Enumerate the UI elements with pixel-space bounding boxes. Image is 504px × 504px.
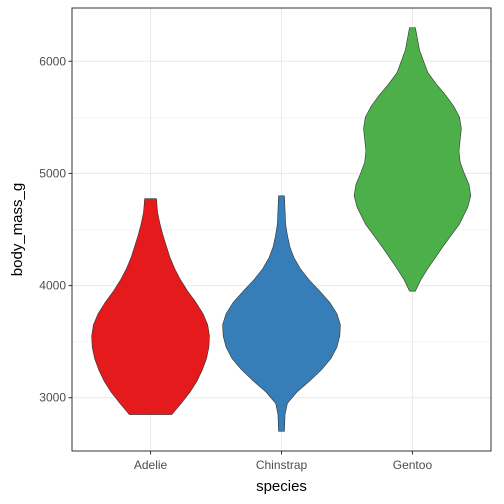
x-tick-label: Chinstrap (256, 458, 308, 472)
y-tick-label: 3000 (39, 391, 66, 405)
violin-adelie (91, 198, 210, 415)
violin-chinstrap (222, 195, 341, 432)
x-axis: Adelie Chinstrap Gentoo (134, 451, 433, 472)
y-axis-title: body_mass_g (9, 183, 26, 276)
violins (91, 27, 472, 432)
y-tick-label: 4000 (39, 279, 66, 293)
y-tick-label: 5000 (39, 166, 66, 180)
x-axis-title: species (256, 478, 307, 495)
violin-gentoo (353, 27, 472, 292)
y-tick-label: 6000 (39, 54, 66, 68)
y-axis: 3000 4000 5000 6000 (39, 54, 72, 405)
x-tick-label: Gentoo (393, 458, 433, 472)
x-tick-label: Adelie (134, 458, 168, 472)
